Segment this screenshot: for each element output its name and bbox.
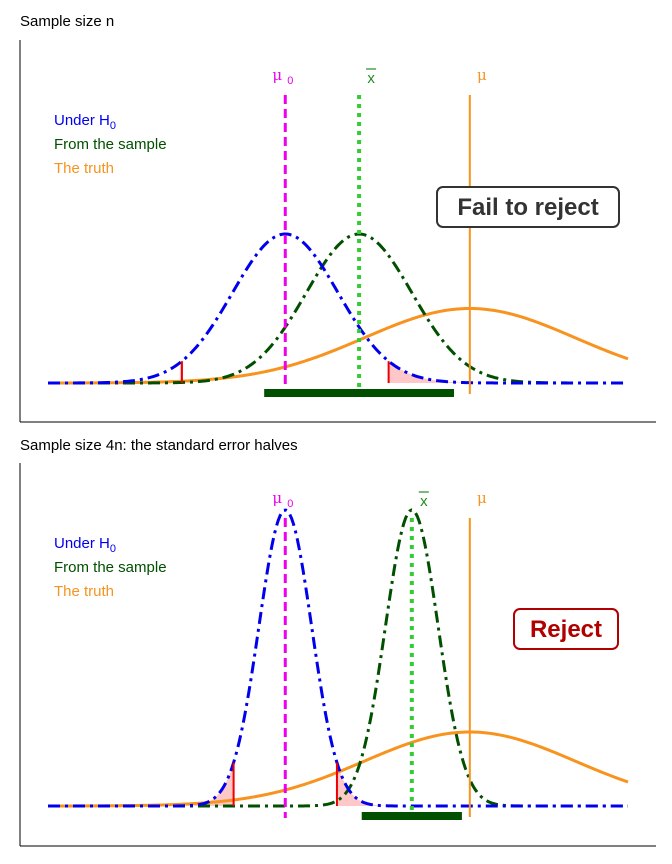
truth-curve bbox=[47, 306, 629, 385]
mu0-label-sub: 0 bbox=[287, 498, 293, 510]
legend-item-2: The truth bbox=[54, 583, 114, 600]
decision-text: Fail to reject bbox=[457, 194, 598, 221]
left-tail-region bbox=[179, 762, 234, 806]
legend-item-sub-0: 0 bbox=[110, 120, 116, 132]
legend-item-1: From the sample bbox=[54, 559, 167, 576]
legend-item-0: Under H0 bbox=[54, 112, 116, 132]
null-curve bbox=[48, 232, 628, 385]
decision-text: Reject bbox=[530, 616, 602, 643]
mu0-label-sub: 0 bbox=[287, 75, 293, 87]
panel-title-top: Sample size n bbox=[20, 13, 115, 30]
legend-item-0: Under H0 bbox=[54, 535, 116, 555]
confidence-interval-bar bbox=[361, 812, 462, 820]
legend-item-sub-0: 0 bbox=[110, 543, 116, 555]
mu0-label: μ bbox=[272, 66, 282, 84]
legend-item-2: The truth bbox=[54, 160, 114, 177]
panel-title-bottom: Sample size 4n: the standard error halve… bbox=[20, 437, 298, 454]
decision-badge bbox=[513, 608, 619, 650]
xbar-label: x bbox=[367, 70, 375, 87]
xbar-label: x bbox=[420, 493, 428, 510]
mu-label: μ bbox=[477, 66, 487, 84]
right-tail-region bbox=[388, 361, 497, 383]
mu-label: μ bbox=[477, 489, 487, 507]
confidence-interval-bar bbox=[264, 389, 454, 397]
decision-badge bbox=[436, 186, 620, 228]
null-curve bbox=[48, 508, 628, 808]
right-tail-region bbox=[336, 762, 391, 806]
mu0-label: μ bbox=[272, 489, 282, 507]
sample-curve bbox=[48, 232, 628, 385]
truth-curve bbox=[47, 730, 629, 808]
legend-item-1: From the sample bbox=[54, 136, 167, 153]
